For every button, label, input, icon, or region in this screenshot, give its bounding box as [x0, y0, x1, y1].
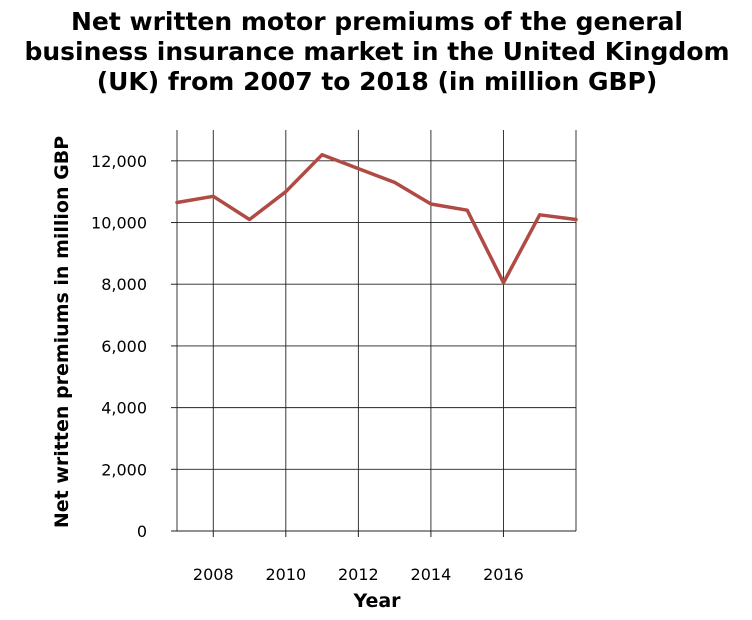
series: [175, 152, 578, 285]
x-axis-label: Year: [352, 590, 401, 612]
x-tick-label: 2010: [265, 565, 306, 584]
y-axis-label: Net written premiums in million GBP: [51, 136, 73, 528]
y-axis-ticks: 0 2,000 4,000 6,000 8,000 10,000 12,000: [91, 152, 177, 541]
x-tick-label: 2012: [338, 565, 379, 584]
chart-title: Net written motor premiums of the genera…: [24, 7, 729, 96]
y-tick-label: 2,000: [101, 460, 147, 479]
grid: [176, 130, 577, 532]
y-tick-label: 4,000: [101, 399, 147, 418]
x-axis-ticks: 2008 2010 2012 2014 2016: [193, 531, 524, 584]
y-tick-label: 8,000: [101, 275, 147, 294]
y-tick-label: 10,000: [91, 214, 147, 233]
chart-title-line-3: (UK) from 2007 to 2018 (in million GBP): [97, 67, 658, 96]
x-tick-label: 2008: [193, 565, 234, 584]
x-tick-label: 2016: [483, 565, 524, 584]
y-tick-label: 12,000: [91, 152, 147, 171]
chart-title-line-2: business insurance market in the United …: [24, 37, 729, 66]
chart-title-line-1: Net written motor premiums of the genera…: [71, 7, 683, 36]
y-tick-label: 0: [137, 522, 147, 541]
series-line: [175, 152, 578, 285]
y-tick-label: 6,000: [101, 337, 147, 356]
x-tick-label: 2014: [411, 565, 452, 584]
